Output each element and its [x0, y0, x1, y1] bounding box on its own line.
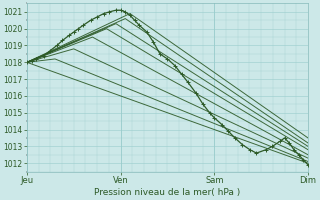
X-axis label: Pression niveau de la mer( hPa ): Pression niveau de la mer( hPa )	[94, 188, 241, 197]
